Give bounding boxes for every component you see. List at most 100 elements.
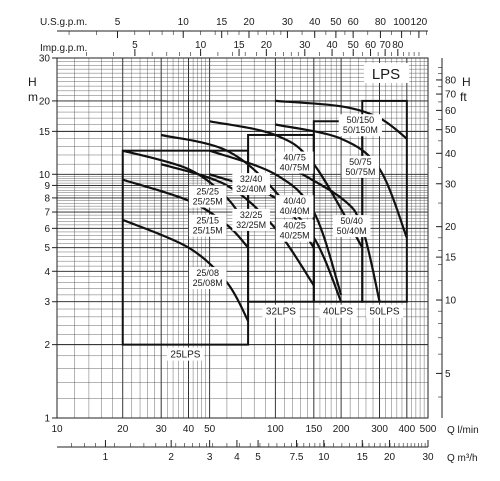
x-bottom1-tick-label: 20 [117, 424, 129, 435]
y-left-tick-label: 7 [44, 208, 50, 219]
x-top2-tick-label: 60 [365, 40, 377, 51]
y-right-tick-label: 5 [445, 369, 451, 380]
x-bottom2-tick-label: 10 [318, 452, 330, 463]
y-left-tick-label: 3 [44, 297, 50, 308]
x-top1-tick-label: 5 [115, 17, 121, 28]
group-label-50lps: 50LPS [370, 307, 400, 318]
pump-curve-1 [122, 178, 249, 249]
curve-label-8-0: 50/150 [347, 115, 375, 125]
y-left-tick-label: 2 [44, 340, 50, 351]
group-label-25lps: 25LPS [170, 350, 200, 361]
group-label-32lps: 32LPS [266, 307, 296, 318]
y-left-tick-label: 6 [44, 224, 50, 235]
y-left-tick-label: 30 [39, 54, 51, 65]
x-bottom1-tick-label: 40 [183, 424, 195, 435]
y-right-tick-label: 50 [445, 125, 457, 136]
pump-curve-2 [122, 218, 250, 322]
y-left-tick-label: 5 [44, 243, 50, 254]
y-left-label-bottom: m [28, 90, 38, 104]
x-bottom1-tick-label: 150 [305, 424, 322, 435]
y-right-tick-label: 80 [445, 75, 457, 86]
y-right-tick-label: 10 [445, 296, 457, 307]
y-left-tick-label: 1 [44, 414, 50, 425]
x-top2-tick-label: 70 [380, 40, 392, 51]
x-top1-label: U.S.g.p.m. [40, 17, 87, 28]
curve-label-7-0: 40/25 [283, 221, 306, 231]
x-bottom1-tick-label: 10 [51, 424, 63, 435]
curve-label-bg [332, 215, 371, 238]
y-right-tick-label: 60 [445, 106, 457, 117]
group-box-50lps [361, 99, 408, 303]
x-bottom1-tick-label: 30 [156, 424, 168, 435]
curve-label-0-0: 25/25 [196, 187, 219, 197]
x-top1-tick-label: 20 [243, 17, 255, 28]
y-left-tick-label: 15 [39, 127, 51, 138]
curve-label-2-0: 25/08 [196, 268, 219, 278]
curve-label-6-0: 40/40 [283, 196, 306, 206]
y-left-tick-label: 9 [44, 181, 50, 192]
x-top2-tick-label: 50 [348, 40, 360, 51]
group-label-40lps: 40LPS [323, 307, 353, 318]
curve-label-10-1: 50/40M [337, 226, 367, 236]
x-top1-tick-label: 100 [393, 17, 410, 28]
curve-label-bg [338, 114, 382, 137]
x-bottom1-tick-label: 500 [420, 424, 437, 435]
x-top1-tick-label: 10 [178, 17, 190, 28]
curve-label-1-0: 25/15 [196, 216, 219, 226]
curve-label-9-1: 50/75M [345, 167, 375, 177]
y-right-label-bottom: ft [460, 90, 467, 104]
curve-label-3-1: 32/40M [236, 184, 266, 194]
y-right-tick-label: 20 [445, 222, 457, 233]
y-left-tick-label: 8 [44, 193, 50, 204]
group-label-bg [166, 347, 204, 361]
curve-label-4-1: 32/25M [236, 220, 266, 230]
y-right-tick-label: 40 [445, 149, 457, 160]
x-top2-tick-label: 15 [233, 40, 245, 51]
y-right-tick-label: 15 [445, 253, 457, 264]
curve-label-0-1: 25/25M [193, 197, 223, 207]
x-top1-tick-label: 120 [411, 17, 428, 28]
group-label-bg [262, 304, 300, 318]
pump-curve-10 [274, 158, 381, 302]
x-bottom1-tick-label: 400 [398, 424, 415, 435]
curve-label-bg [188, 267, 227, 290]
x-top2-tick-label: 30 [299, 40, 311, 51]
x-top1-tick-label: 60 [348, 17, 360, 28]
curve-label-bg [188, 214, 227, 237]
curve-label-bg [188, 185, 227, 208]
pump-curve-8 [275, 99, 408, 140]
x-bottom1-tick-label: 100 [267, 424, 284, 435]
curve-label-2-1: 25/08M [193, 278, 223, 288]
pump-curve-0 [122, 149, 250, 230]
title-background [364, 63, 409, 83]
x-bottom2-tick-label: 7.5 [290, 452, 304, 463]
pump-curve-9 [275, 123, 408, 239]
x-top1-tick-label: 30 [282, 17, 294, 28]
curve-label-bg [275, 151, 314, 174]
curve-label-1-1: 25/15M [193, 226, 223, 236]
x-bottom2-tick-label: 4 [234, 452, 240, 463]
x-top2-tick-label: 40 [327, 40, 339, 51]
y-right-tick-label: 70 [445, 90, 457, 101]
curve-label-bg [341, 155, 380, 178]
grid [56, 57, 429, 419]
x-top1-tick-label: 50 [330, 17, 342, 28]
group-label-bg [319, 304, 357, 318]
x-bottom1-tick-label: 300 [371, 424, 388, 435]
x-top2-tick-label: 80 [392, 40, 404, 51]
y-left-tick-label: 10 [39, 170, 51, 181]
x-bottom2-tick-label: 2 [168, 452, 174, 463]
x-top2-tick-label: 20 [261, 40, 273, 51]
pump-curve-6 [209, 149, 343, 296]
y-right-tick-label: 30 [445, 179, 457, 190]
curve-label-4-0: 32/25 [240, 210, 263, 220]
curve-label-bg [275, 219, 314, 242]
x-bottom2-tick-label: 1 [103, 452, 109, 463]
x-bottom1-label: Q l/min [447, 425, 479, 436]
curve-label-7-1: 40/25M [280, 231, 310, 241]
curve-label-bg [275, 195, 314, 218]
x-bottom1-tick-label: 200 [333, 424, 350, 435]
group-label-bg [366, 304, 404, 318]
